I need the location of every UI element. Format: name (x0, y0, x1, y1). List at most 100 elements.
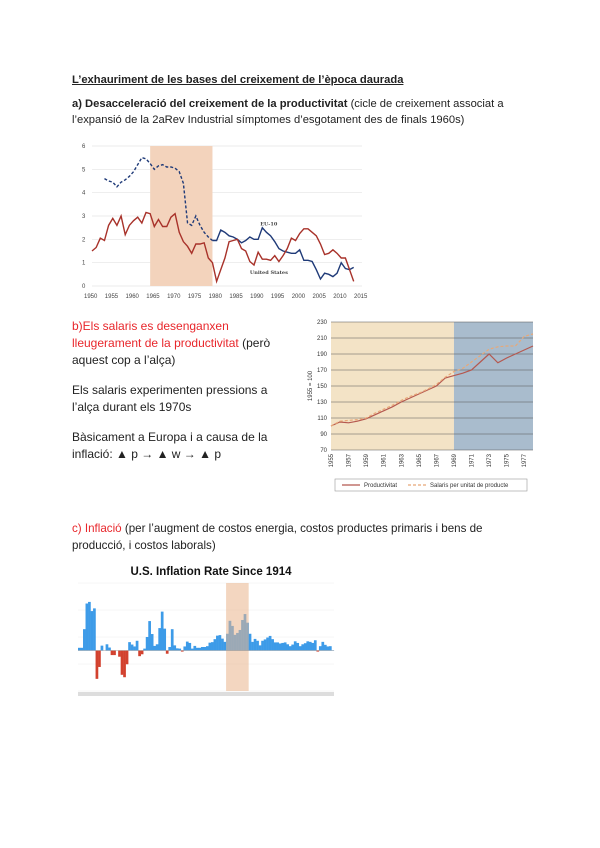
inflation-bar (318, 646, 322, 651)
x-tick-label: 2005 (312, 294, 326, 300)
inflation-bar (288, 646, 292, 651)
inflation-bar (221, 638, 224, 651)
inflation-bar (145, 637, 149, 651)
inflation-bar (263, 639, 267, 651)
legend-label: Salaris per unitat de producte (430, 483, 509, 489)
section-b-text: (però aquest cop a l’alça) (72, 336, 271, 367)
section-a-heading: a) Desacceleració del creixement de la p… (72, 98, 348, 110)
inflation-bar (261, 640, 264, 651)
inflation-bar (80, 647, 84, 651)
section-c-text: (per l’augment de costos energia, costos… (72, 522, 483, 552)
y-tick-label: 110 (317, 416, 327, 422)
y-tick-label: 170 (317, 368, 328, 374)
inflation-bar (193, 645, 197, 651)
x-tick-label: 1971 (470, 453, 476, 467)
x-tick-label: 1995 (271, 294, 285, 300)
inflation-bar (286, 644, 290, 651)
section-a-text: (cicle de creixement associat a l’expans… (72, 98, 504, 126)
inflation-bar (273, 642, 277, 651)
x-tick-label: 1961 (382, 453, 388, 467)
series-label-us: United States (250, 270, 288, 276)
inflation-bar (140, 650, 144, 655)
inflation-bar (150, 634, 154, 651)
wages-productivity-chart: 70 90 110 130 150 170 190 210 230 1955 1957 1959 196… (308, 320, 534, 492)
inflation-bar (170, 629, 174, 651)
inflation-bar (248, 633, 252, 651)
y-tick-label: 130 (317, 400, 328, 406)
x-tick-label: 1955 (105, 294, 119, 300)
inflation-bar (143, 648, 146, 651)
inflation-bar (308, 641, 312, 651)
x-tick-label: 2000 (292, 294, 306, 300)
inflation-bar (266, 637, 269, 651)
inflation-bar (100, 645, 104, 651)
inflation-bar (185, 641, 189, 651)
x-tick-label: 1990 (250, 294, 264, 300)
y-tick-label: 6 (82, 144, 86, 150)
inflation-bar (311, 642, 315, 651)
inflation-bar (298, 646, 302, 651)
chart-title: U.S. Inflation Rate Since 1914 (130, 566, 292, 578)
inflation-bar (211, 642, 214, 651)
legend-label: Productivitat (364, 483, 397, 489)
inflation-bar (148, 621, 151, 651)
inflation-bar (158, 628, 162, 651)
inflation-bar (293, 641, 297, 651)
inflation-bar (85, 603, 89, 651)
y-tick-label: 3 (82, 214, 86, 220)
inflation-bar (206, 646, 209, 651)
y-tick-label: 5 (82, 167, 86, 173)
x-tick-label: 1980 (209, 294, 223, 300)
inflation-bar (180, 650, 184, 652)
y-tick-label: 4 (82, 191, 86, 197)
y-tick-label: 1 (82, 261, 86, 267)
x-tick-label: 1985 (229, 294, 243, 300)
inflation-bar (135, 640, 139, 651)
y-tick-label: 70 (320, 448, 327, 454)
y-axis-label: 1955 = 100 (308, 370, 314, 401)
y-tick-label: 0 (82, 284, 86, 290)
x-tick-label: 1959 (364, 453, 370, 467)
x-tick-label: 2010 (333, 294, 347, 300)
inflation-bar (178, 648, 182, 651)
inflation-bar (278, 643, 282, 651)
series-line (212, 226, 355, 281)
inflation-bar (88, 601, 91, 651)
inflation-bar (251, 641, 254, 651)
inflation-bar (316, 650, 320, 652)
series-line (330, 333, 534, 427)
inflation-bar (118, 650, 121, 657)
inflation-bar (253, 638, 257, 651)
inflation-bar (90, 611, 94, 651)
section-b-paragraph-2: Els salaris experimenten pressions a l’a… (72, 383, 268, 414)
inflation-bar (165, 650, 169, 654)
y-tick-label: 210 (317, 336, 328, 342)
inflation-bar (113, 650, 116, 656)
section-b: b)Els salaris es desenganxen lleugeramen… (72, 318, 282, 476)
inflation-bar (78, 647, 81, 651)
inflation-bar (306, 641, 310, 651)
inflation-bar (190, 648, 194, 651)
inflation-bar (223, 641, 227, 651)
inflation-bar (198, 647, 202, 651)
inflation-bar (108, 647, 111, 651)
inflation-bar (208, 642, 212, 651)
inflation-bar (155, 644, 159, 651)
inflation-bar (183, 646, 187, 651)
inflation-bar (163, 628, 167, 651)
x-tick-label: 1975 (188, 294, 202, 300)
inflation-bar (218, 635, 222, 651)
inflation-bar (105, 644, 109, 651)
inflation-bar (268, 635, 272, 651)
inflation-bar (328, 646, 332, 651)
section-b-paragraph-3: Bàsicament a Europa i a causa de la infl… (72, 430, 268, 461)
x-tick-label: 1969 (452, 453, 458, 467)
inflation-bar (258, 645, 262, 651)
inflation-bar (313, 640, 317, 651)
inflation-bar (138, 650, 141, 657)
inflation-bar (216, 635, 219, 651)
document-title: L’exhauriment de les bases del creixemen… (72, 74, 404, 86)
section-c-heading: c) Inflació (72, 522, 122, 535)
x-tick-label: 1970 (167, 294, 181, 300)
